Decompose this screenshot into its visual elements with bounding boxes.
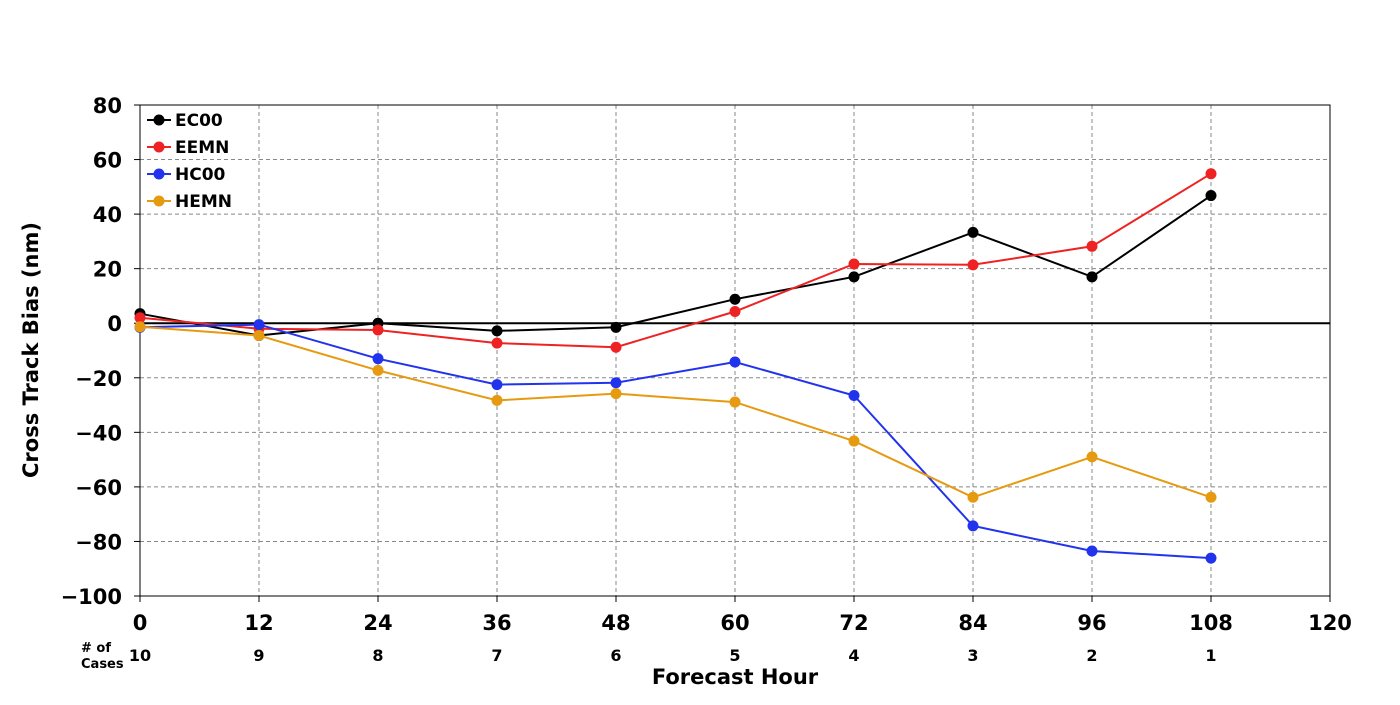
legend-label: EC00 (175, 111, 223, 131)
x-tick-label: 12 (244, 611, 273, 635)
case-count: 6 (610, 646, 621, 665)
data-point (610, 377, 622, 389)
data-point (848, 390, 860, 402)
data-point (848, 271, 860, 283)
data-point (134, 321, 146, 333)
case-count: 1 (1205, 646, 1216, 665)
x-tick-label: 72 (839, 611, 868, 635)
data-point (491, 379, 503, 391)
case-count: 5 (729, 646, 740, 665)
data-point (848, 258, 860, 270)
legend-item-hemn: HEMN (147, 192, 232, 212)
data-point (967, 520, 979, 532)
data-point (253, 329, 265, 341)
x-tick-label: 48 (601, 611, 630, 635)
legend-item-hc00: HC00 (147, 165, 226, 185)
legend: EC00 EEMN HC00 HEMN (147, 111, 232, 212)
series-line (139, 172, 1212, 349)
y-tick-label: −20 (75, 367, 122, 391)
data-point (1086, 451, 1098, 463)
data-point (967, 491, 979, 503)
y-axis-title: Cross Track Bias (nm) (19, 222, 43, 478)
x-axis-title: Forecast Hour (652, 665, 819, 689)
x-tick-label: 120 (1308, 611, 1352, 635)
y-tick-label: 80 (93, 94, 122, 118)
data-point (372, 324, 384, 336)
y-tick-label: 40 (93, 203, 122, 227)
legend-label: HC00 (175, 165, 226, 185)
data-point (848, 435, 860, 447)
series-ec00 (134, 190, 1217, 341)
series-line (139, 194, 1212, 337)
data-point (729, 356, 741, 368)
legend-label: EEMN (175, 138, 229, 158)
case-count: 2 (1086, 646, 1097, 665)
legend-swatch-marker (153, 195, 165, 207)
x-tick-label: 24 (363, 611, 392, 635)
data-point (967, 226, 979, 238)
data-point (372, 353, 384, 365)
series-hemn (134, 321, 1217, 503)
cases-label: # of (81, 641, 111, 656)
x-tick-label: 108 (1189, 611, 1233, 635)
data-point (610, 321, 622, 333)
data-point (134, 312, 146, 324)
series-layer (134, 168, 1217, 564)
y-tick-label: −80 (75, 530, 122, 554)
series-line (139, 323, 1212, 560)
data-point (1086, 271, 1098, 283)
data-point (1205, 168, 1217, 180)
data-point (1205, 491, 1217, 503)
data-point (491, 325, 503, 337)
legend-item-eemn: EEMN (147, 138, 229, 158)
data-point (491, 394, 503, 406)
x-tick-label: 96 (1077, 611, 1106, 635)
case-count: 4 (848, 646, 859, 665)
data-point (491, 337, 503, 349)
y-tick-label: −40 (75, 421, 122, 445)
data-point (729, 305, 741, 317)
case-count: 9 (253, 646, 264, 665)
data-point (1086, 545, 1098, 557)
legend-item-ec00: EC00 (147, 111, 223, 131)
axis-layer: 80 60 40 20 0 −20 −40 −60 −80 −100 0 12 24 36 48 60 72 84… (61, 94, 1352, 635)
y-tick-label: 0 (107, 312, 122, 336)
case-count: 7 (491, 646, 502, 665)
data-point (1205, 190, 1217, 202)
series-line (139, 325, 1212, 499)
y-tick-label: 60 (93, 149, 122, 173)
cases-label: Cases (81, 657, 124, 672)
legend-swatch-marker (153, 141, 165, 153)
data-point (1086, 240, 1098, 252)
y-tick-label: −100 (61, 585, 122, 609)
data-point (610, 388, 622, 400)
series-hc00 (134, 319, 1217, 564)
series-eemn (134, 168, 1217, 353)
case-count: 3 (967, 646, 978, 665)
case-count: 8 (372, 646, 383, 665)
y-tick-label: 20 (93, 258, 122, 282)
y-tick-label: −60 (75, 476, 122, 500)
case-count: 10 (129, 646, 151, 665)
x-tick-label: 0 (133, 611, 148, 635)
x-tick-label: 36 (482, 611, 511, 635)
data-point (967, 259, 979, 271)
data-point (610, 341, 622, 353)
legend-swatch-marker (153, 114, 165, 126)
grid-layer (140, 105, 1330, 596)
legend-label: HEMN (175, 192, 232, 212)
data-point (729, 396, 741, 408)
data-point (253, 319, 265, 331)
data-point (1205, 552, 1217, 564)
data-point (729, 293, 741, 305)
x-tick-label: 84 (958, 611, 987, 635)
legend-swatch-marker (153, 168, 165, 180)
x-tick-label: 60 (720, 611, 749, 635)
data-point (372, 364, 384, 376)
